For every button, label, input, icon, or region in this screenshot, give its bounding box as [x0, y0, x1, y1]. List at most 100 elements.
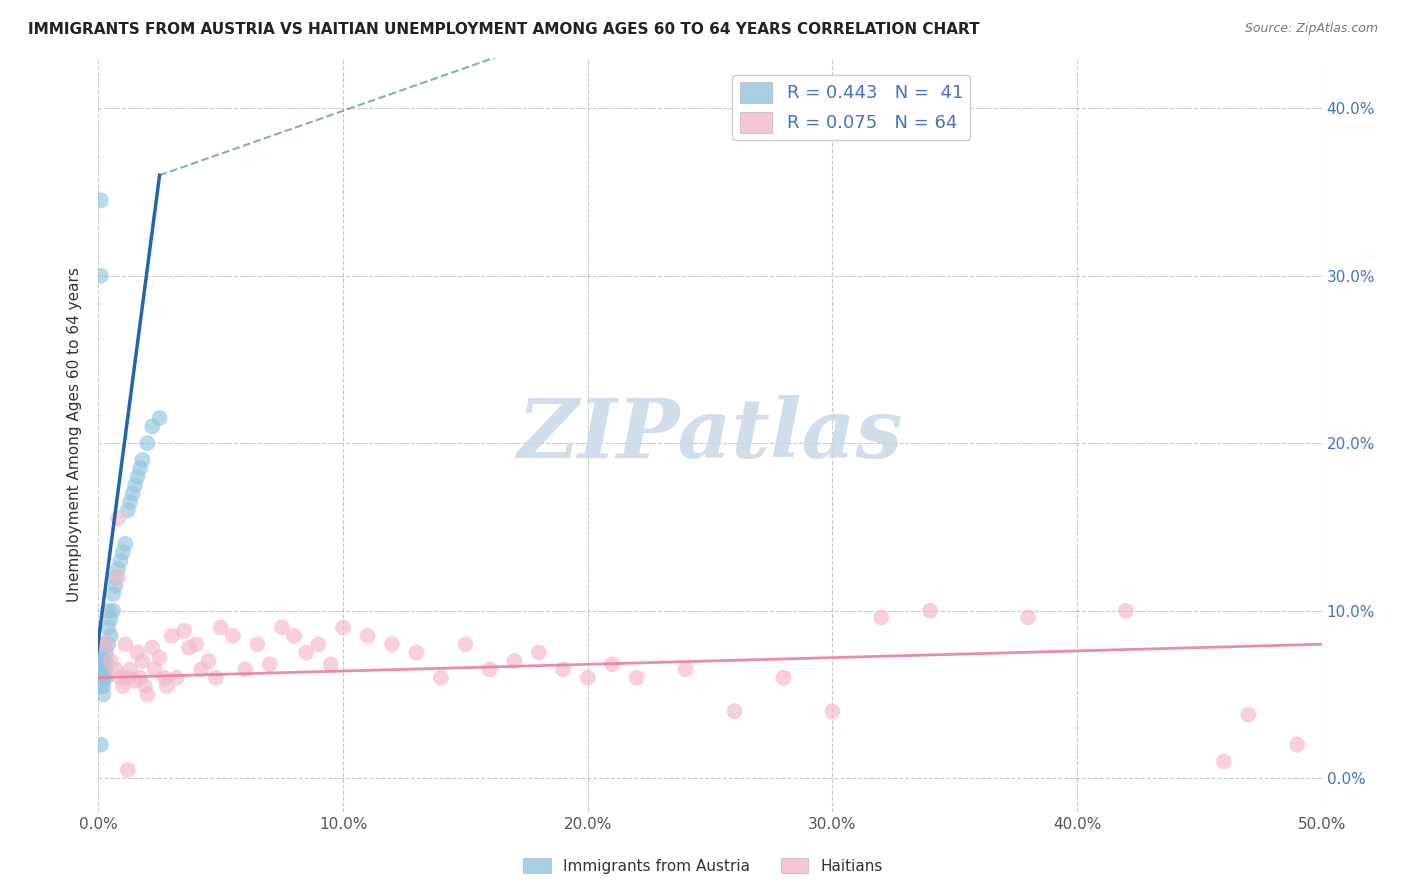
Point [405, 646, 427, 660]
Point [100, 654, 122, 668]
Point [94, 654, 117, 668]
Point [90, 654, 112, 668]
Point [160, 629, 183, 643]
Point [90, 671, 112, 685]
Point [209, 620, 232, 634]
Point [107, 511, 129, 525]
Point [91, 637, 114, 651]
Point [131, 453, 153, 467]
Point [166, 671, 188, 685]
Point [97, 620, 120, 634]
Point [97, 604, 120, 618]
Point [136, 688, 159, 702]
Point [94, 646, 117, 660]
Point [111, 679, 134, 693]
Point [104, 570, 127, 584]
Point [120, 662, 142, 676]
Point [129, 461, 152, 475]
Point [527, 646, 550, 660]
Point [600, 657, 623, 672]
Point [920, 604, 942, 618]
Point [270, 620, 294, 634]
Point [107, 570, 129, 584]
Point [821, 704, 844, 718]
Point [381, 637, 404, 651]
Point [124, 478, 146, 492]
Point [94, 671, 117, 685]
Text: ZIPatlas: ZIPatlas [517, 395, 903, 475]
Point [107, 562, 129, 576]
Point [246, 637, 269, 651]
Point [1212, 755, 1234, 769]
Point [100, 612, 122, 626]
Text: IMMIGRANTS FROM AUSTRIA VS HAITIAN UNEMPLOYMENT AMONG AGES 60 TO 64 YEARS CORREL: IMMIGRANTS FROM AUSTRIA VS HAITIAN UNEMP… [28, 22, 980, 37]
Point [870, 610, 893, 624]
Point [576, 671, 599, 685]
Point [141, 640, 163, 655]
Point [1237, 707, 1260, 722]
Point [111, 545, 134, 559]
Point [90, 194, 112, 208]
Point [190, 662, 212, 676]
Point [319, 657, 342, 672]
Point [553, 662, 575, 676]
Point [100, 629, 122, 643]
Point [153, 671, 176, 685]
Point [117, 503, 139, 517]
Point [430, 671, 453, 685]
Point [308, 637, 330, 651]
Text: Source: ZipAtlas.com: Source: ZipAtlas.com [1244, 22, 1378, 36]
Point [97, 637, 120, 651]
Point [127, 646, 149, 660]
Point [131, 654, 153, 668]
Point [127, 469, 149, 483]
Point [454, 637, 477, 651]
Point [295, 646, 318, 660]
Point [177, 640, 200, 655]
Point [90, 679, 112, 693]
Point [149, 650, 172, 665]
Point [283, 629, 305, 643]
Point [114, 637, 136, 651]
Point [723, 704, 745, 718]
Point [117, 671, 139, 685]
Point [233, 662, 256, 676]
Point [91, 662, 114, 676]
Point [186, 637, 208, 651]
Point [114, 537, 136, 551]
Point [104, 662, 127, 676]
Point [91, 688, 114, 702]
Point [259, 657, 281, 672]
Point [356, 629, 378, 643]
Point [91, 679, 114, 693]
Point [121, 486, 143, 500]
Point [156, 679, 179, 693]
Point [110, 553, 132, 567]
Point [626, 671, 648, 685]
Point [149, 411, 172, 425]
Point [94, 637, 117, 651]
Point [136, 436, 159, 450]
Point [90, 662, 112, 676]
Point [129, 671, 152, 685]
Point [110, 671, 132, 685]
Point [101, 587, 124, 601]
Point [134, 679, 156, 693]
Y-axis label: Unemployment Among Ages 60 to 64 years: Unemployment Among Ages 60 to 64 years [67, 268, 83, 602]
Point [503, 654, 526, 668]
Point [90, 738, 112, 752]
Point [91, 671, 114, 685]
Legend: Immigrants from Austria, Haitians: Immigrants from Austria, Haitians [517, 852, 889, 880]
Point [90, 646, 112, 660]
Point [478, 662, 501, 676]
Point [120, 495, 142, 509]
Point [91, 654, 114, 668]
Point [101, 604, 124, 618]
Point [94, 662, 117, 676]
Point [772, 671, 794, 685]
Point [1115, 604, 1137, 618]
Point [143, 662, 166, 676]
Point [332, 620, 354, 634]
Point [1017, 610, 1039, 624]
Point [104, 578, 127, 592]
